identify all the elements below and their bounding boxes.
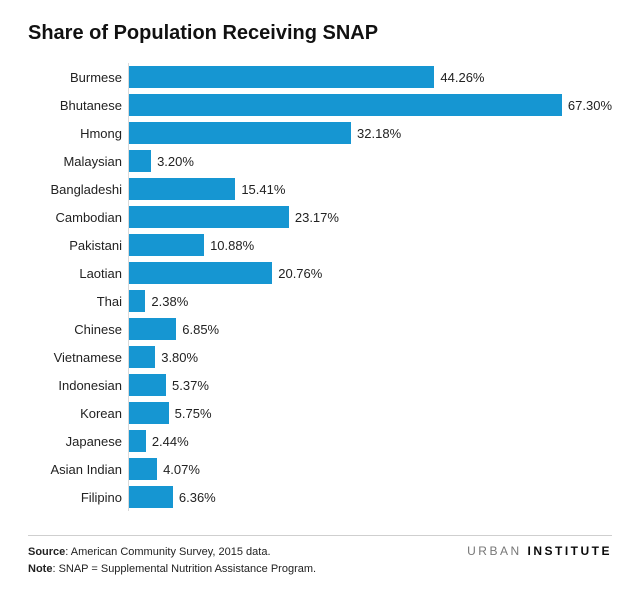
brand-heavy: INSTITUTE <box>528 544 613 558</box>
source-text: : American Community Survey, 2015 data. <box>65 546 270 558</box>
bar <box>129 486 173 508</box>
bar-track: 2.44% <box>128 427 612 455</box>
bar-track: 10.88% <box>128 231 612 259</box>
chart-footer: Source: American Community Survey, 2015 … <box>28 535 612 577</box>
bar <box>129 318 176 340</box>
bar-track: 44.26% <box>128 63 612 91</box>
value-label: 3.80% <box>161 350 198 365</box>
chart-row: Indonesian 5.37% <box>28 371 612 399</box>
brand-light: URBAN <box>467 544 522 558</box>
bar-track: 6.36% <box>128 483 612 511</box>
bar-track: 67.30% <box>128 91 612 119</box>
bar-track: 4.07% <box>128 455 612 483</box>
chart-row: Japanese 2.44% <box>28 427 612 455</box>
category-label: Bhutanese <box>28 98 128 113</box>
brand-logo: URBAN INSTITUTE <box>467 544 612 558</box>
value-label: 6.85% <box>182 322 219 337</box>
bar <box>129 374 166 396</box>
category-label: Cambodian <box>28 210 128 225</box>
value-label: 10.88% <box>210 238 254 253</box>
value-label: 15.41% <box>241 182 285 197</box>
category-label: Filipino <box>28 490 128 505</box>
value-label: 4.07% <box>163 462 200 477</box>
chart-row: Chinese 6.85% <box>28 315 612 343</box>
value-label: 5.37% <box>172 378 209 393</box>
chart-row: Filipino 6.36% <box>28 483 612 511</box>
category-label: Indonesian <box>28 378 128 393</box>
category-label: Pakistani <box>28 238 128 253</box>
bar-track: 32.18% <box>128 119 612 147</box>
value-label: 5.75% <box>175 406 212 421</box>
chart-row: Bangladeshi 15.41% <box>28 175 612 203</box>
note-label: Note <box>28 563 52 575</box>
bar-track: 6.85% <box>128 315 612 343</box>
chart-title: Share of Population Receiving SNAP <box>28 22 612 45</box>
category-label: Laotian <box>28 266 128 281</box>
category-label: Asian Indian <box>28 462 128 477</box>
bar <box>129 430 146 452</box>
bar <box>129 346 155 368</box>
bar-track: 15.41% <box>128 175 612 203</box>
bar-track: 3.80% <box>128 343 612 371</box>
note-text: : SNAP = Supplemental Nutrition Assistan… <box>52 563 316 575</box>
value-label: 32.18% <box>357 126 401 141</box>
category-label: Malaysian <box>28 154 128 169</box>
category-label: Bangladeshi <box>28 182 128 197</box>
chart-row: Hmong 32.18% <box>28 119 612 147</box>
category-label: Japanese <box>28 434 128 449</box>
bar <box>129 458 157 480</box>
bar <box>129 402 169 424</box>
bar-track: 2.38% <box>128 287 612 315</box>
bar <box>129 206 289 228</box>
chart-row: Laotian 20.76% <box>28 259 612 287</box>
bar-track: 23.17% <box>128 203 612 231</box>
bar <box>129 262 272 284</box>
chart-row: Malaysian 3.20% <box>28 147 612 175</box>
category-label: Korean <box>28 406 128 421</box>
bar <box>129 150 151 172</box>
category-label: Chinese <box>28 322 128 337</box>
value-label: 23.17% <box>295 210 339 225</box>
bar <box>129 94 562 116</box>
bar <box>129 234 204 256</box>
chart-row: Cambodian 23.17% <box>28 203 612 231</box>
bar-track: 20.76% <box>128 259 612 287</box>
chart-row: Korean 5.75% <box>28 399 612 427</box>
category-label: Vietnamese <box>28 350 128 365</box>
value-label: 3.20% <box>157 154 194 169</box>
bar-chart: Burmese 44.26% Bhutanese 67.30% Hmong 32.18% M… <box>28 63 612 511</box>
source-label: Source <box>28 546 65 558</box>
footer-text: Source: American Community Survey, 2015 … <box>28 544 316 577</box>
category-label: Hmong <box>28 126 128 141</box>
bar-track: 5.37% <box>128 371 612 399</box>
chart-row: Bhutanese 67.30% <box>28 91 612 119</box>
footer-divider <box>28 535 612 536</box>
bar <box>129 178 235 200</box>
value-label: 20.76% <box>278 266 322 281</box>
bar-track: 5.75% <box>128 399 612 427</box>
value-label: 2.44% <box>152 434 189 449</box>
bar <box>129 290 145 312</box>
bar <box>129 66 434 88</box>
chart-row: Pakistani 10.88% <box>28 231 612 259</box>
category-label: Burmese <box>28 70 128 85</box>
value-label: 44.26% <box>440 70 484 85</box>
value-label: 6.36% <box>179 490 216 505</box>
value-label: 67.30% <box>568 98 612 113</box>
bar-track: 3.20% <box>128 147 612 175</box>
chart-row: Vietnamese 3.80% <box>28 343 612 371</box>
value-label: 2.38% <box>151 294 188 309</box>
chart-row: Thai 2.38% <box>28 287 612 315</box>
bar <box>129 122 351 144</box>
chart-row: Burmese 44.26% <box>28 63 612 91</box>
chart-row: Asian Indian 4.07% <box>28 455 612 483</box>
category-label: Thai <box>28 294 128 309</box>
